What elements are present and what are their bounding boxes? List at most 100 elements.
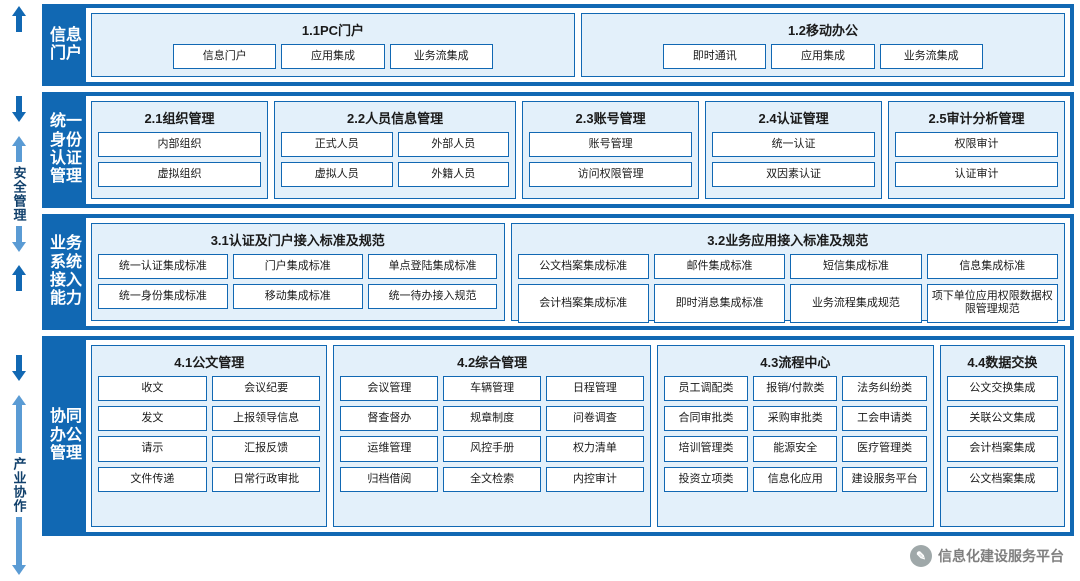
watermark: ✎ 信息化建设服务平台: [910, 545, 1064, 567]
item: 双因素认证: [712, 162, 875, 187]
arrow-stem: [16, 275, 22, 291]
item-grid: 正式人员外部人员虚拟人员外籍人员: [281, 132, 509, 192]
section-title: 2.2人员信息管理: [281, 106, 509, 132]
item-grid: 员工调配类报销/付款类法务纠纷类合同审批类采购审批类工会申请类培训管理类能源安全…: [664, 376, 927, 520]
item: 统一认证: [712, 132, 875, 157]
item: 能源安全: [753, 436, 837, 461]
item: 业务流程集成规范: [790, 284, 921, 322]
item: 访问权限管理: [529, 162, 692, 187]
section-title: 4.2综合管理: [340, 350, 643, 376]
section-title: 2.1组织管理: [98, 106, 261, 132]
item: 公文档案集成: [947, 467, 1058, 492]
rows-column: 信息门户1.1PC门户信息门户应用集成业务流集成1.2移动办公即时通讯应用集成业…: [38, 0, 1080, 581]
row-label: 业务系统接入能力: [46, 218, 86, 326]
section-3-3: 4.4数据交换公文交换集成关联公文集成会计档案集成公文档案集成: [940, 345, 1065, 527]
item-grid: 统一认证集成标准门户集成标准单点登陆集成标准统一身份集成标准移动集成标准统一待办…: [98, 254, 498, 314]
pillar-label: 产业协作: [10, 453, 29, 517]
row-body: 3.1认证及门户接入标准及规范统一认证集成标准门户集成标准单点登陆集成标准统一身…: [86, 218, 1070, 326]
pillar-2: 资源共享: [0, 265, 38, 381]
section-title: 2.5审计分析管理: [895, 106, 1058, 132]
item: 统一待办接入规范: [368, 284, 498, 309]
item: 虚拟组织: [98, 162, 261, 187]
section-1-2: 2.3账号管理账号管理访问权限管理: [522, 101, 699, 199]
item-grid: 账号管理访问权限管理: [529, 132, 692, 192]
item: 报销/付款类: [753, 376, 837, 401]
row-label: 协同办公管理: [46, 340, 86, 532]
item: 会议管理: [340, 376, 438, 401]
item: 即时消息集成标准: [654, 284, 785, 322]
arrow-stem: [16, 405, 22, 453]
item: 权力清单: [546, 436, 644, 461]
item: 采购审批类: [753, 406, 837, 431]
item-grid: 信息门户应用集成业务流集成: [173, 44, 493, 70]
section-3-2: 4.3流程中心员工调配类报销/付款类法务纠纷类合同审批类采购审批类工会申请类培训…: [657, 345, 934, 527]
item: 应用集成: [771, 44, 874, 69]
section-0-1: 1.2移动办公即时通讯应用集成业务流集成: [581, 13, 1065, 77]
item: 发文: [98, 406, 207, 431]
section-1-0: 2.1组织管理内部组织虚拟组织: [91, 101, 268, 199]
section-title: 4.1公文管理: [98, 350, 320, 376]
item: 工会申请类: [842, 406, 926, 431]
item-grid: 公文交换集成关联公文集成会计档案集成公文档案集成: [947, 376, 1058, 520]
item: 归档借阅: [340, 467, 438, 492]
item: 门户集成标准: [233, 254, 363, 279]
arrow-stem: [16, 96, 22, 112]
item: 法务纠纷类: [842, 376, 926, 401]
arrow-down-icon: [12, 112, 26, 122]
arrow-stem: [16, 16, 22, 32]
item: 业务流集成: [390, 44, 493, 69]
item: 会议纪要: [212, 376, 321, 401]
arrow-up-icon: [12, 6, 26, 16]
arrow-down-icon: [12, 242, 26, 252]
section-2-0: 3.1认证及门户接入标准及规范统一认证集成标准门户集成标准单点登陆集成标准统一身…: [91, 223, 505, 321]
arrow-stem: [16, 517, 22, 565]
pillars-column: 战略管控安全管理资源共享产业协作: [0, 0, 38, 581]
item: 会计档案集成标准: [518, 284, 649, 322]
item: 外籍人员: [398, 162, 510, 187]
arrow-up-icon: [12, 136, 26, 146]
item-grid: 公文档案集成标准邮件集成标准短信集成标准信息集成标准会计档案集成标准即时消息集成…: [518, 254, 1059, 323]
item: 医疗管理类: [842, 436, 926, 461]
item: 文件传递: [98, 467, 207, 492]
section-title: 3.1认证及门户接入标准及规范: [98, 228, 498, 254]
pillar-label: 资源共享: [10, 291, 29, 355]
row-2: 业务系统接入能力3.1认证及门户接入标准及规范统一认证集成标准门户集成标准单点登…: [42, 214, 1074, 330]
section-3-1: 4.2综合管理会议管理车辆管理日程管理督查督办规章制度问卷调查运维管理风控手册权…: [333, 345, 650, 527]
item: 上报领导信息: [212, 406, 321, 431]
row-0: 信息门户1.1PC门户信息门户应用集成业务流集成1.2移动办公即时通讯应用集成业…: [42, 4, 1074, 86]
item: 项下单位应用权限数据权限管理规范: [927, 284, 1058, 322]
section-title: 4.3流程中心: [664, 350, 927, 376]
item-grid: 收文会议纪要发文上报领导信息请示汇报反馈文件传递日常行政审批: [98, 376, 320, 520]
pillar-1: 安全管理: [0, 136, 38, 252]
item: 员工调配类: [664, 376, 748, 401]
pillar-label: 战略管控: [10, 32, 29, 96]
item: 督查督办: [340, 406, 438, 431]
section-title: 2.3账号管理: [529, 106, 692, 132]
row-body: 1.1PC门户信息门户应用集成业务流集成1.2移动办公即时通讯应用集成业务流集成: [86, 8, 1070, 82]
pillar-3: 产业协作: [0, 395, 38, 575]
item: 日程管理: [546, 376, 644, 401]
item: 邮件集成标准: [654, 254, 785, 279]
item: 信息门户: [173, 44, 276, 69]
item: 公文交换集成: [947, 376, 1058, 401]
section-0-0: 1.1PC门户信息门户应用集成业务流集成: [91, 13, 575, 77]
item: 投资立项类: [664, 467, 748, 492]
item: 收文: [98, 376, 207, 401]
section-2-1: 3.2业务应用接入标准及规范公文档案集成标准邮件集成标准短信集成标准信息集成标准…: [511, 223, 1066, 321]
item: 信息集成标准: [927, 254, 1058, 279]
arrow-up-icon: [12, 265, 26, 275]
item: 应用集成: [281, 44, 384, 69]
item: 权限审计: [895, 132, 1058, 157]
section-title: 1.2移动办公: [588, 18, 1058, 44]
section-title: 2.4认证管理: [712, 106, 875, 132]
row-label: 信息门户: [46, 8, 86, 82]
item: 单点登陆集成标准: [368, 254, 498, 279]
section-title: 4.4数据交换: [947, 350, 1058, 376]
item: 虚拟人员: [281, 162, 393, 187]
item: 公文档案集成标准: [518, 254, 649, 279]
item: 内部组织: [98, 132, 261, 157]
item-grid: 会议管理车辆管理日程管理督查督办规章制度问卷调查运维管理风控手册权力清单归档借阅…: [340, 376, 643, 520]
section-title: 3.2业务应用接入标准及规范: [518, 228, 1059, 254]
row-label: 统一身份认证管理: [46, 96, 86, 204]
item: 统一身份集成标准: [98, 284, 228, 309]
